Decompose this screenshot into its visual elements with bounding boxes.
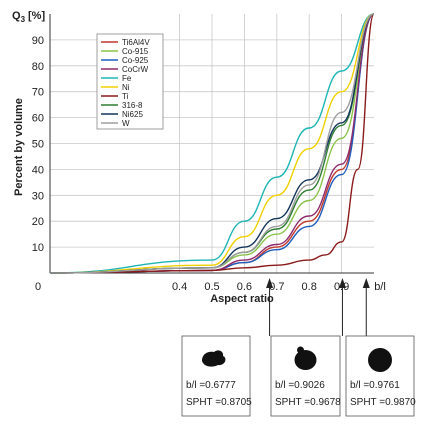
- x-axis-unit-label: b/l: [374, 281, 386, 293]
- annotation-bl-text: b/l =0.9026: [275, 380, 325, 391]
- x-tick-label: 0.5: [204, 281, 219, 293]
- series-line-fe: [49, 13, 375, 274]
- legend-label: Ni625: [122, 110, 143, 119]
- arrow-head: [266, 278, 274, 288]
- particle-shape: [368, 348, 392, 372]
- legend-label: Co-915: [122, 47, 149, 56]
- series-lines: [49, 13, 375, 274]
- legend-label: 316-8: [122, 101, 143, 110]
- arrow-head: [338, 278, 346, 288]
- legend-label: Fe: [122, 74, 132, 83]
- annotation-spht-text: SPHT =0.8705: [186, 397, 252, 408]
- particle-satellite: [297, 346, 304, 354]
- x-tick-label: 0.4: [172, 281, 187, 293]
- legend-label: Ni: [122, 83, 130, 92]
- annotation-bl-text: b/l =0.9761: [350, 380, 400, 391]
- x-tick-label: 0.6: [237, 281, 252, 293]
- y-tick-label: 80: [32, 61, 44, 73]
- y-tick-label: 40: [32, 164, 44, 176]
- legend-label: Co-925: [122, 56, 149, 65]
- y-tick-label: 30: [32, 190, 44, 202]
- y-axis-unit-label: Q3 [%]: [12, 10, 45, 24]
- particle-shape: [202, 350, 226, 367]
- annotation-spht-text: SPHT =0.9870: [350, 397, 416, 408]
- legend-label: Ti: [122, 92, 129, 101]
- annotation-bl-text: b/l =0.6777: [186, 380, 236, 391]
- y-tick-label: 10: [32, 242, 44, 254]
- annotations: b/l =0.6777 SPHT =0.8705 b/l =0.9026 SPHT =…: [181, 278, 416, 417]
- y-tick-label: 50: [32, 139, 44, 151]
- series-line-ni: [49, 13, 375, 274]
- arrow-head: [362, 278, 370, 288]
- y-tick-label: 90: [32, 35, 44, 47]
- y-tick-label: 60: [32, 113, 44, 125]
- particle-card: [181, 335, 251, 417]
- x-axis-title: Aspect ratio: [210, 293, 274, 305]
- legend-label: CoCrW: [122, 65, 149, 74]
- particle-card: [270, 335, 341, 417]
- series-line-w: [49, 13, 375, 274]
- particle-shape: [294, 350, 317, 370]
- legend-box: [96, 33, 164, 130]
- annotation-spht-text: SPHT =0.9678: [275, 397, 341, 408]
- y-axis-title: Percent by volume: [13, 98, 25, 196]
- y-tick-label: 70: [32, 87, 44, 99]
- legend-label: Ti6Al4V: [122, 38, 150, 47]
- x-tick-label: 0.7: [269, 281, 284, 293]
- x-tick-label: 0: [35, 281, 41, 293]
- legend: Ti6Al4VCo-915Co-925CoCrWFeNiTi316-8Ni625…: [96, 33, 164, 130]
- x-tick-label: 0.8: [302, 281, 317, 293]
- legend-label: W: [122, 119, 130, 128]
- series-line-ti: [49, 13, 375, 274]
- y-tick-label: 20: [32, 216, 44, 228]
